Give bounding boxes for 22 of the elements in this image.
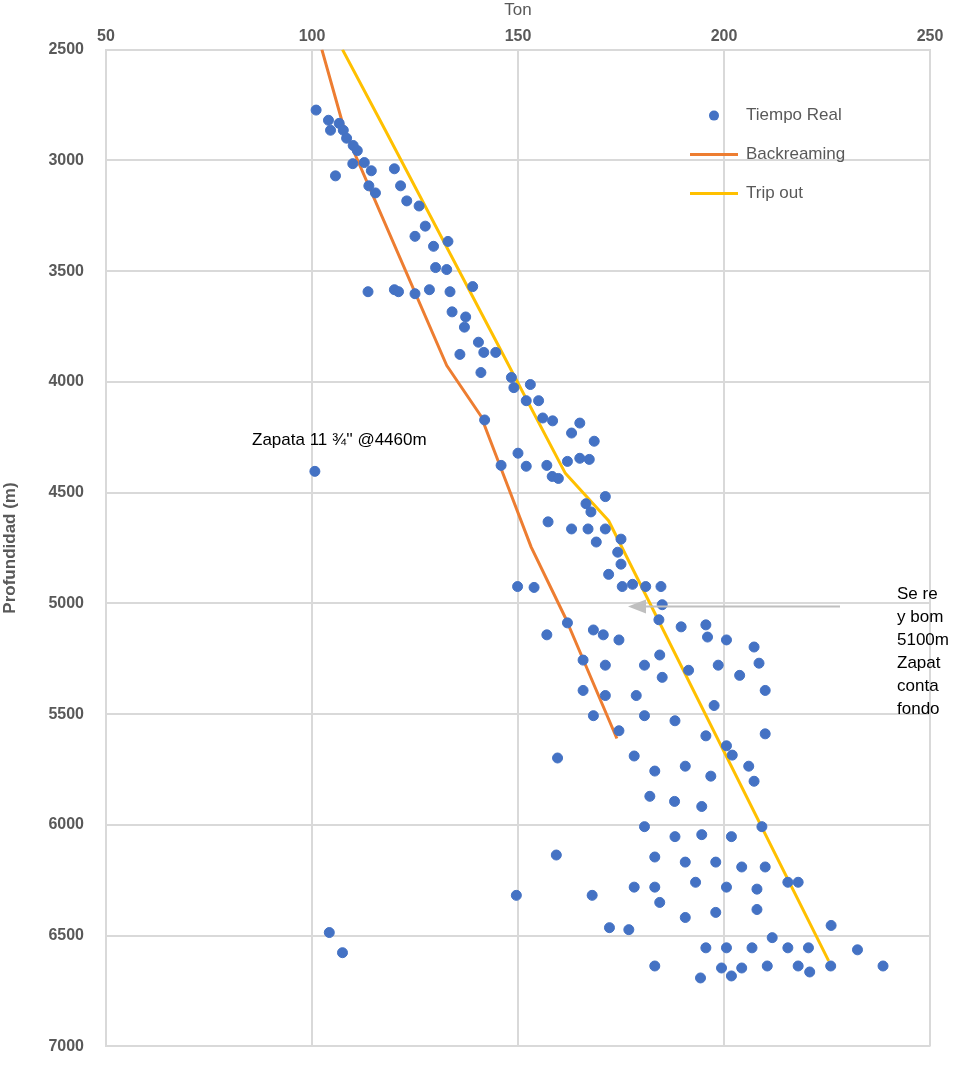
legend-label: Backreaming <box>746 144 846 164</box>
y-tick-label: 5500 <box>48 704 85 722</box>
x-tick-label: 250 <box>916 27 944 45</box>
x-tick-label: 200 <box>710 27 738 45</box>
annotation: Se re y bom 5100m Zapat conta fondo <box>897 584 949 719</box>
y-tick-label: 4000 <box>48 372 85 390</box>
y-tick-label: 2500 <box>48 40 85 58</box>
y-tick-label: 6000 <box>48 815 85 833</box>
y-tick-label: 3500 <box>48 261 85 279</box>
legend-label: Tiempo Real <box>746 105 842 125</box>
y-tick-label: 4500 <box>48 483 85 501</box>
annotation: Zapata 11 ¾'' @4460m <box>251 430 427 450</box>
y-tick-label: 6500 <box>48 926 85 944</box>
y-tick-label: 3000 <box>48 150 85 168</box>
x-tick-label: 150 <box>504 27 532 45</box>
x-tick-label: 100 <box>298 27 326 45</box>
y-tick-label: 5000 <box>48 593 85 611</box>
legend-label: Trip out <box>746 183 804 203</box>
y-axis-title: Profundidad (m) <box>0 482 19 614</box>
x-axis-title: Ton <box>504 0 532 19</box>
y-tick-label: 7000 <box>48 1036 85 1054</box>
x-tick-label: 50 <box>97 27 115 45</box>
